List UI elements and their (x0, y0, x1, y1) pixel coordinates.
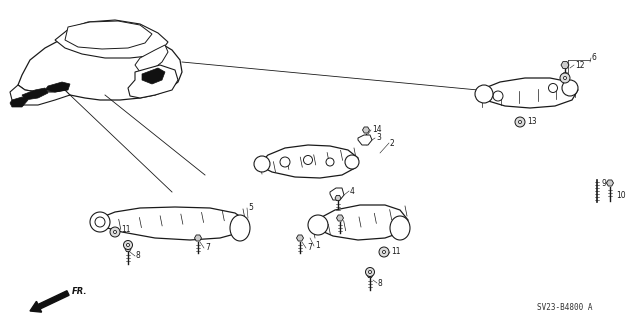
Circle shape (303, 155, 312, 165)
Polygon shape (561, 62, 569, 69)
Circle shape (493, 91, 503, 101)
Circle shape (562, 80, 578, 96)
Polygon shape (335, 196, 341, 201)
Polygon shape (55, 20, 168, 58)
Circle shape (113, 231, 116, 234)
Polygon shape (258, 145, 358, 178)
Circle shape (280, 157, 290, 167)
Polygon shape (65, 21, 152, 49)
Text: 9: 9 (601, 179, 606, 188)
Polygon shape (45, 82, 70, 92)
Circle shape (345, 155, 359, 169)
Circle shape (254, 156, 270, 172)
Circle shape (127, 243, 129, 247)
Polygon shape (337, 215, 344, 221)
Circle shape (515, 117, 525, 127)
Text: 13: 13 (527, 117, 536, 127)
Circle shape (563, 77, 566, 79)
Polygon shape (22, 88, 48, 100)
Text: FR.: FR. (72, 287, 88, 296)
Circle shape (365, 268, 374, 277)
Text: 1: 1 (315, 241, 320, 250)
Text: 3: 3 (376, 133, 381, 143)
Text: 11: 11 (121, 226, 131, 234)
Circle shape (379, 247, 389, 257)
Text: 2: 2 (390, 138, 395, 147)
Circle shape (369, 271, 371, 273)
Text: SV23-B4800 A: SV23-B4800 A (537, 303, 593, 313)
Text: 10: 10 (616, 191, 626, 201)
Circle shape (383, 250, 385, 254)
Circle shape (475, 85, 493, 103)
Polygon shape (10, 97, 28, 107)
Text: 8: 8 (378, 278, 383, 287)
Polygon shape (607, 180, 614, 186)
Text: 7: 7 (205, 243, 210, 253)
Polygon shape (142, 68, 165, 84)
Polygon shape (10, 85, 70, 105)
Circle shape (518, 121, 522, 123)
Text: 5: 5 (248, 204, 253, 212)
Circle shape (308, 215, 328, 235)
Polygon shape (135, 45, 168, 72)
Polygon shape (480, 78, 578, 108)
Circle shape (548, 84, 557, 93)
Ellipse shape (230, 215, 250, 241)
Polygon shape (367, 272, 373, 278)
Text: 7: 7 (307, 243, 312, 253)
Text: 6: 6 (592, 54, 597, 63)
Polygon shape (362, 127, 369, 133)
Circle shape (90, 212, 110, 232)
Circle shape (110, 227, 120, 237)
Polygon shape (358, 135, 372, 145)
Circle shape (560, 73, 570, 83)
Polygon shape (195, 235, 202, 241)
Text: 12: 12 (575, 61, 584, 70)
FancyArrow shape (30, 291, 69, 312)
Polygon shape (330, 188, 344, 200)
Text: 11: 11 (391, 248, 401, 256)
Circle shape (326, 158, 334, 166)
Polygon shape (128, 65, 178, 98)
Text: 4: 4 (350, 187, 355, 196)
Circle shape (124, 241, 132, 249)
Polygon shape (296, 235, 303, 241)
Polygon shape (95, 207, 248, 240)
Circle shape (95, 217, 105, 227)
Text: 14: 14 (372, 125, 381, 135)
Polygon shape (310, 205, 408, 240)
Polygon shape (125, 246, 131, 252)
Text: 8: 8 (136, 251, 141, 261)
Polygon shape (18, 32, 182, 100)
Ellipse shape (390, 216, 410, 240)
